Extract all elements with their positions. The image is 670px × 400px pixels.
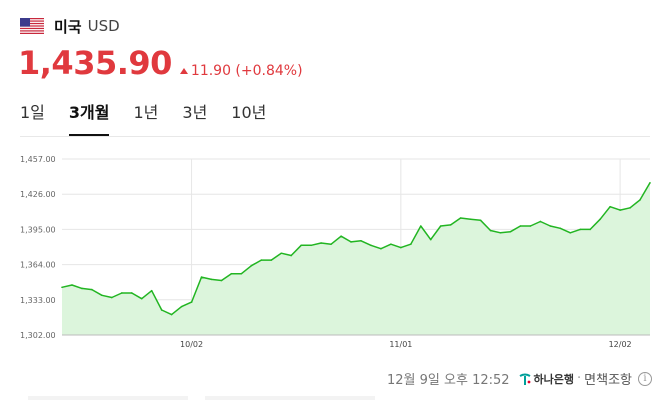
data-point	[220, 279, 223, 282]
data-point	[459, 217, 462, 219]
y-tick-label: 1,302.00	[20, 331, 56, 340]
y-tick-label: 1,364.00	[20, 261, 56, 270]
y-tick-label: 1,457.00	[20, 155, 56, 164]
data-point	[519, 225, 522, 227]
data-point	[429, 238, 432, 241]
data-point	[549, 225, 552, 227]
data-point	[270, 259, 273, 261]
x-tick-label: 10/02	[180, 340, 203, 349]
y-tick-label: 1,395.00	[20, 225, 56, 234]
data-point	[210, 278, 213, 281]
data-point	[140, 297, 143, 300]
tab-1y[interactable]: 1년	[133, 103, 159, 122]
info-icon[interactable]: i	[638, 371, 652, 386]
tab-3m[interactable]: 3개월	[68, 100, 109, 136]
data-point	[599, 218, 601, 220]
data-point	[200, 276, 203, 278]
data-point	[569, 232, 572, 234]
chart-footer: 12월 9일 오후 12:52 하나은행 · 면책조항 i	[387, 369, 652, 388]
data-point	[280, 252, 283, 255]
data-point	[160, 309, 163, 311]
us-flag-icon	[20, 18, 44, 34]
bottom-card-edge	[205, 396, 375, 400]
data-point	[91, 288, 93, 291]
bottom-card-edge	[28, 396, 188, 400]
up-arrow-icon	[179, 68, 188, 74]
data-point	[240, 272, 243, 275]
data-point	[380, 247, 382, 250]
data-point	[489, 229, 492, 232]
update-timestamp: 12월 9일 오후 12:52	[387, 373, 510, 388]
data-point	[609, 205, 611, 208]
data-point	[101, 294, 103, 297]
data-point	[150, 289, 153, 292]
data-point	[539, 220, 542, 223]
data-point	[390, 243, 392, 245]
data-point	[190, 301, 193, 303]
disclaimer-link[interactable]: 면책조항	[584, 373, 632, 388]
bank-name: 하나은행	[533, 372, 575, 386]
tab-3y[interactable]: 3년	[182, 103, 208, 122]
rate-change: 11.90 (+0.84%)	[179, 63, 303, 79]
data-point	[639, 199, 641, 201]
data-point	[449, 224, 452, 226]
data-point	[629, 207, 631, 209]
country-name: 미국	[54, 17, 82, 36]
y-tick-label: 1,333.00	[20, 296, 56, 305]
data-point	[310, 244, 312, 247]
price-row: 1,435.90 11.90 (+0.84%)	[18, 44, 303, 82]
data-point	[81, 287, 83, 290]
data-point	[559, 227, 562, 230]
hana-bank-logo-icon	[519, 373, 531, 385]
data-point	[350, 241, 352, 243]
data-point	[499, 232, 502, 234]
tab-1d[interactable]: 1일	[20, 103, 45, 122]
tab-10y[interactable]: 10년	[231, 103, 267, 122]
data-point	[469, 218, 472, 220]
x-tick-label: 12/02	[609, 340, 632, 349]
data-point	[619, 209, 621, 211]
bank-source: 하나은행	[518, 371, 574, 387]
data-point	[330, 243, 332, 245]
data-point	[370, 244, 372, 247]
currency-header: 미국 USD	[20, 14, 120, 38]
data-point	[340, 235, 342, 238]
data-point	[120, 292, 123, 294]
area-fill	[62, 182, 650, 335]
data-point	[649, 182, 651, 184]
data-point	[111, 296, 113, 299]
currency-code: USD	[87, 17, 120, 35]
data-point	[170, 313, 173, 316]
period-tabs: 1일 3개월 1년 3년 10년	[20, 100, 290, 136]
data-point	[400, 246, 402, 249]
tabs-divider	[20, 136, 650, 137]
data-point	[410, 243, 412, 245]
data-point	[300, 244, 302, 247]
series-line	[61, 182, 651, 316]
data-point	[260, 259, 263, 261]
data-point	[290, 254, 293, 257]
data-point	[61, 286, 63, 289]
y-tick-label: 1,426.00	[20, 190, 56, 199]
data-point	[529, 225, 532, 227]
x-tick-label: 11/01	[389, 340, 412, 349]
data-point	[479, 219, 482, 222]
data-point	[71, 284, 73, 286]
data-point	[230, 272, 233, 275]
data-point	[439, 225, 442, 227]
exchange-rate: 1,435.90	[18, 44, 172, 82]
rate-change-value: 11.90 (+0.84%)	[190, 63, 303, 79]
data-point	[250, 264, 253, 267]
data-point	[509, 230, 512, 233]
data-point	[360, 239, 362, 242]
data-point	[419, 225, 422, 227]
data-point	[180, 305, 183, 308]
data-point	[320, 242, 322, 244]
data-point	[589, 228, 592, 231]
footer-separator: ·	[577, 371, 582, 386]
data-point	[579, 228, 582, 231]
exchange-rate-chart[interactable]: 1,457.00 1,426.00 1,395.00 1,364.00 1,333.00…	[0, 145, 670, 360]
data-point	[130, 292, 133, 294]
